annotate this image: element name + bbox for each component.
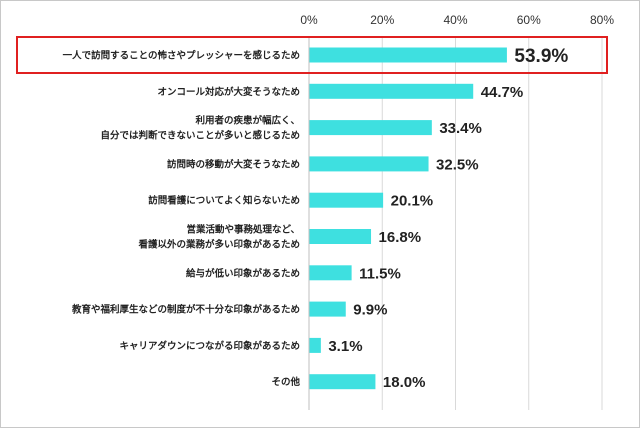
category-label: 自分では判断できないことが多いと感じるため bbox=[100, 130, 300, 142]
category-label: 給与が低い印象があるため bbox=[186, 267, 300, 279]
x-tick-label: 60% bbox=[517, 13, 541, 27]
data-label: 16.8% bbox=[379, 229, 422, 246]
data-label: 18.0% bbox=[383, 374, 426, 391]
category-label: 訪問時の移動が大変そうなため bbox=[167, 158, 300, 170]
bar bbox=[309, 83, 474, 99]
data-label: 32.5% bbox=[436, 156, 479, 173]
bar bbox=[309, 337, 321, 353]
bar bbox=[309, 120, 432, 136]
x-tick-label: 40% bbox=[443, 13, 467, 27]
x-tick-label: 20% bbox=[370, 13, 394, 27]
category-label: 訪問看護についてよく知らないため bbox=[148, 195, 300, 207]
category-label: 看護以外の業務が多い印象があるため bbox=[138, 239, 300, 251]
highlight-box bbox=[16, 36, 608, 74]
data-label: 20.1% bbox=[391, 193, 434, 210]
bar bbox=[309, 229, 372, 244]
category-label: キャリアダウンにつながる印象があるため bbox=[119, 340, 300, 352]
bar bbox=[309, 374, 376, 390]
data-label: 53.9% bbox=[514, 46, 568, 67]
bar bbox=[309, 192, 384, 208]
category-label: 営業活動や事務処理など、 bbox=[186, 224, 300, 236]
category-label: 利用者の疾患が幅広く、 bbox=[194, 115, 300, 127]
category-label: オンコール対応が大変そうなため bbox=[157, 86, 300, 98]
category-label: 教育や福利厚生などの制度が不十分な印象があるため bbox=[71, 304, 300, 316]
data-label: 11.5% bbox=[359, 265, 401, 282]
x-tick-label: 0% bbox=[300, 13, 318, 27]
category-label: 一人で訪問することの怖さやプレッシャーを感じるため bbox=[63, 50, 300, 62]
data-label: 33.4% bbox=[439, 120, 482, 137]
bar bbox=[309, 265, 352, 281]
data-label: 9.9% bbox=[353, 302, 387, 319]
data-label: 3.1% bbox=[328, 338, 362, 355]
x-tick-label: 80% bbox=[590, 13, 614, 27]
bar bbox=[309, 47, 507, 63]
category-label: その他 bbox=[271, 376, 300, 388]
bar bbox=[309, 156, 429, 172]
bar bbox=[309, 301, 346, 317]
data-label: 44.7% bbox=[481, 84, 524, 101]
